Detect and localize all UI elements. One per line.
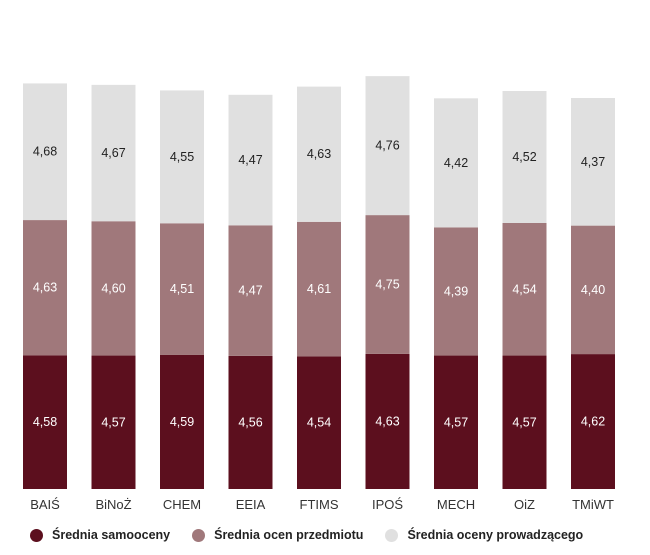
data-label-2-5: 4,76: [375, 139, 399, 153]
data-label-0-2: 4,59: [170, 415, 194, 429]
bar-segment-1-4: [297, 221, 341, 357]
data-label-0-4: 4,54: [307, 416, 331, 430]
bar-segment-2-6: [434, 98, 478, 228]
data-label-1-3: 4,47: [238, 284, 262, 298]
category-label-8: TMiWT: [572, 497, 614, 512]
category-label-3: EEIA: [236, 497, 266, 512]
category-label-5: IPOŚ: [372, 497, 403, 512]
chart-legend: Średnia samooceny Średnia ocen przedmiot…: [30, 528, 605, 542]
bar-segment-1-6: [434, 227, 478, 356]
bar-segment-1-0: [23, 220, 67, 356]
data-label-2-6: 4,42: [444, 156, 468, 170]
bar-segment-2-8: [571, 98, 615, 226]
bar-segment-1-3: [228, 225, 273, 356]
data-label-0-6: 4,57: [444, 415, 468, 429]
category-label-4: FTIMS: [300, 497, 339, 512]
data-label-1-0: 4,63: [33, 281, 57, 295]
bar-segment-0-5: [365, 353, 410, 489]
data-label-2-2: 4,55: [170, 150, 194, 164]
data-label-1-4: 4,61: [307, 282, 331, 296]
bar-segment-1-8: [571, 225, 615, 355]
legend-label-samooceny: Średnia samooceny: [52, 528, 171, 542]
category-label-1: BiNoŻ: [95, 497, 131, 512]
bar-segment-1-5: [365, 215, 410, 354]
legend-swatch-prowadzacego: [385, 528, 399, 542]
bar-segment-1-2: [160, 223, 204, 355]
data-label-1-5: 4,75: [375, 277, 399, 291]
data-label-0-0: 4,58: [33, 415, 57, 429]
legend-item-samooceny: Średnia samooceny: [30, 528, 170, 542]
legend-swatch-samooceny: [30, 528, 43, 542]
data-label-2-3: 4,47: [238, 153, 262, 167]
data-label-2-0: 4,68: [33, 145, 57, 159]
data-label-2-1: 4,67: [101, 146, 125, 160]
legend-swatch-przedmiotu: [192, 528, 206, 542]
category-label-0: BAIŚ: [30, 497, 60, 512]
bar-segment-0-6: [434, 355, 478, 489]
bar-segment-0-7: [502, 355, 547, 489]
category-label-6: MECH: [437, 497, 475, 512]
data-label-0-8: 4,62: [581, 415, 605, 429]
bar-segment-2-2: [160, 90, 204, 224]
legend-label-przedmiotu: Średnia ocen przedmiotu: [214, 528, 364, 542]
data-label-0-3: 4,56: [238, 415, 262, 429]
data-label-1-8: 4,40: [581, 283, 605, 297]
bar-segment-2-1: [91, 84, 136, 222]
bar-segment-1-7: [502, 222, 547, 356]
data-label-1-6: 4,39: [444, 284, 468, 298]
bar-segment-2-4: [297, 86, 341, 222]
data-label-2-8: 4,37: [581, 155, 605, 169]
bar-segment-2-0: [23, 83, 67, 221]
data-label-1-1: 4,60: [101, 281, 125, 295]
bar-segment-0-4: [297, 356, 341, 489]
data-label-2-7: 4,52: [512, 150, 536, 164]
data-label-1-2: 4,51: [170, 282, 194, 296]
bar-segment-0-8: [571, 354, 615, 489]
bar-segment-2-7: [502, 91, 547, 223]
bar-segment-2-5: [365, 76, 410, 216]
bar-segment-0-0: [23, 355, 67, 489]
data-label-0-1: 4,57: [101, 415, 125, 429]
bar-segment-0-3: [228, 355, 273, 489]
data-label-2-4: 4,63: [307, 147, 331, 161]
data-label-1-7: 4,54: [512, 282, 536, 296]
legend-label-prowadzacego: Średnia oceny prowadzącego: [407, 528, 584, 542]
bar-segment-1-1: [91, 221, 136, 356]
bar-segment-2-3: [228, 94, 273, 226]
bar-segment-0-1: [91, 355, 136, 489]
category-label-7: OiZ: [514, 497, 535, 512]
data-label-0-7: 4,57: [512, 415, 536, 429]
legend-item-prowadzacego: Średnia oceny prowadzącego: [385, 528, 583, 542]
category-label-2: CHEM: [163, 497, 201, 512]
data-label-0-5: 4,63: [375, 414, 399, 428]
legend-item-przedmiotu: Średnia ocen przedmiotu: [192, 528, 363, 542]
bar-segment-0-2: [160, 354, 204, 489]
